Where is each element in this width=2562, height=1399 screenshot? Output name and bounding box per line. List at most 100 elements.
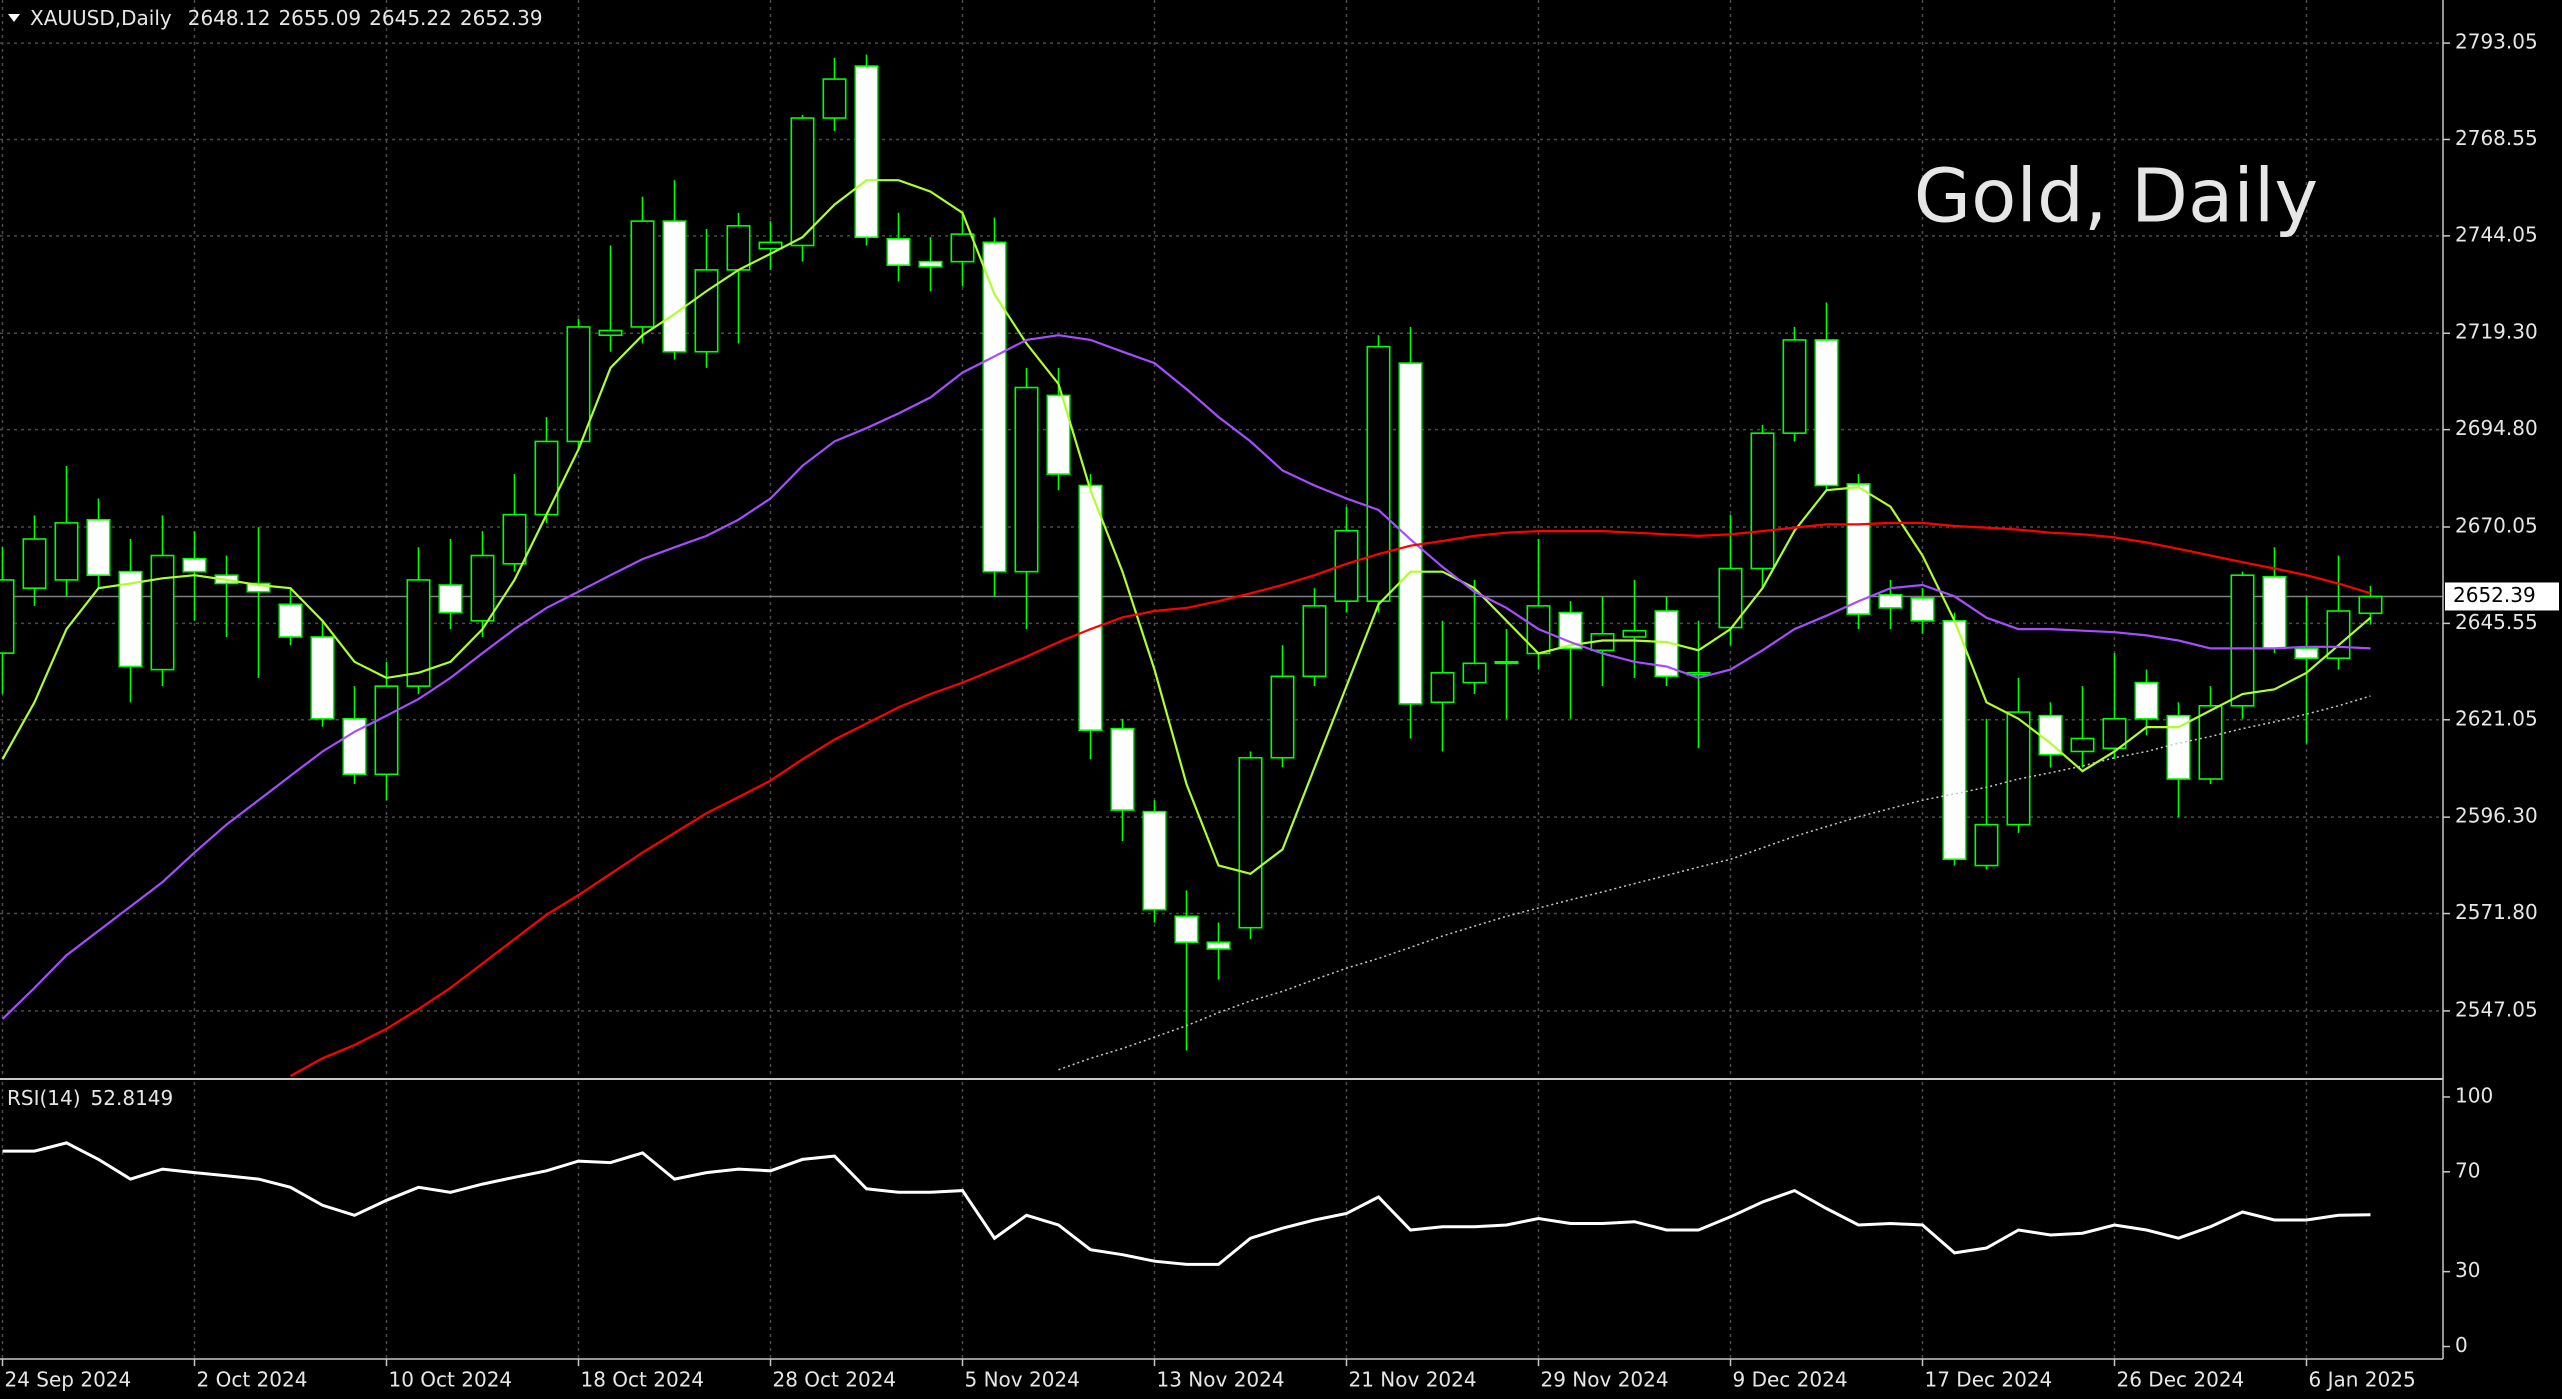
candle-body <box>822 78 847 119</box>
candle-body <box>790 117 815 247</box>
candle-body <box>1846 483 1871 615</box>
moving-average <box>289 521 2371 1077</box>
candle-body <box>886 238 911 266</box>
candle-body <box>374 685 399 776</box>
y-tick-label: 2596.30 <box>2455 804 2538 828</box>
candle-body <box>1142 810 1167 911</box>
candle-body <box>566 326 591 443</box>
rsi-pane <box>2 1141 2371 1266</box>
moving-average <box>1 334 2371 1020</box>
symbol: XAUUSD,Daily <box>30 6 172 30</box>
candle-body <box>1750 432 1775 570</box>
y-tick-label: 2768.55 <box>2455 126 2538 150</box>
y-tick-label: 2694.80 <box>2455 416 2538 440</box>
candle-body <box>1046 394 1071 475</box>
candle-body <box>950 233 975 263</box>
candle-body <box>1206 941 1231 950</box>
candle-body <box>1910 597 1935 622</box>
y-tick-label: 0 <box>2455 1333 2468 1357</box>
x-tick-label: 29 Nov 2024 <box>1541 1368 1669 1392</box>
y-tick-label: 2719.30 <box>2455 320 2538 344</box>
candle-body <box>2358 595 2383 615</box>
candle-body <box>1430 671 1455 704</box>
watermark: Gold, Daily <box>1914 154 2318 240</box>
candle-body <box>1302 605 1327 678</box>
candle-body <box>918 260 943 268</box>
x-tick-label: 28 Oct 2024 <box>773 1368 897 1392</box>
candle-body <box>982 241 1007 573</box>
x-tick-label: 9 Dec 2024 <box>1733 1368 1848 1392</box>
candle-body <box>86 518 111 576</box>
candle-body <box>694 269 719 353</box>
candle-body <box>2294 647 2319 660</box>
candle-body <box>470 554 495 622</box>
y-tick-label: 2793.05 <box>2455 30 2538 54</box>
candle-body <box>438 584 463 614</box>
rsi-label: RSI(14) <box>7 1086 81 1110</box>
candle-body <box>1398 362 1423 705</box>
candle-body <box>2198 705 2223 780</box>
candle-body <box>630 220 655 328</box>
candle-body <box>22 538 47 589</box>
menu-arrow <box>8 14 20 22</box>
candle-body <box>1814 339 1839 487</box>
candle-body <box>246 582 271 593</box>
candle-body <box>1334 529 1359 602</box>
candle-body <box>758 241 783 250</box>
candle-body <box>310 636 335 720</box>
candle-body <box>1238 756 1263 929</box>
candle-body <box>2230 574 2255 707</box>
y-tick-label: 2670.05 <box>2455 514 2538 538</box>
candle-body <box>662 220 687 353</box>
x-tick-label: 13 Nov 2024 <box>1157 1368 1285 1392</box>
axes: 24 Sep 2024 2 Oct 2024 10 Oct 2024 18 Oct 2… <box>1 30 2559 1392</box>
close-value: 2652.39 <box>460 6 543 30</box>
y-tick-label: 2571.80 <box>2455 900 2538 924</box>
rsi-value: 52.8149 <box>91 1086 174 1110</box>
x-tick-label: 17 Dec 2024 <box>1925 1368 2053 1392</box>
open-value: 2648.12 <box>188 6 271 30</box>
x-tick-label: 26 Dec 2024 <box>2117 1368 2245 1392</box>
high-value: 2655.09 <box>278 6 361 30</box>
price-pane <box>0 54 2443 1077</box>
moving-average <box>1058 695 2371 1071</box>
y-tick-label: 100 <box>2455 1083 2493 1107</box>
candle-body <box>1110 727 1135 811</box>
moving-average <box>1 179 2372 875</box>
candle-body <box>406 579 431 687</box>
candle-body <box>2006 711 2031 826</box>
candle-body <box>1366 345 1391 602</box>
candle-body <box>1878 594 1903 609</box>
x-tick-label: 18 Oct 2024 <box>581 1368 705 1392</box>
low-value: 2645.22 <box>369 6 452 30</box>
candle-body <box>1494 660 1519 665</box>
candle-body <box>342 717 367 776</box>
candle-body <box>1270 675 1295 759</box>
candle-body <box>2134 681 2159 720</box>
x-tick-label: 2 Oct 2024 <box>197 1368 308 1392</box>
candle-body <box>54 522 79 581</box>
y-tick-label: 2645.55 <box>2455 610 2538 634</box>
candle-body <box>2262 575 2287 650</box>
y-tick-label: 70 <box>2455 1158 2480 1182</box>
candle-body <box>1942 620 1967 861</box>
y-tick-label: 2744.05 <box>2455 222 2538 246</box>
y-tick-label: 2621.05 <box>2455 706 2538 730</box>
x-tick-label: 10 Oct 2024 <box>389 1368 513 1392</box>
candle-body <box>2102 717 2127 750</box>
header: XAUUSD,Daily 2648.12 2655.09 2645.22 2652.39 <box>30 6 543 30</box>
candle-body <box>1078 484 1103 732</box>
candle-body <box>1654 610 1679 678</box>
candle-body <box>598 329 623 337</box>
x-tick-label: 6 Jan 2025 <box>2309 1368 2416 1392</box>
candle-body <box>118 570 143 668</box>
rsi-line <box>2 1141 2371 1266</box>
candle-body <box>1974 823 1999 867</box>
candle-body <box>502 513 527 565</box>
y-tick-label: 30 <box>2455 1258 2480 1282</box>
candle-body <box>1174 915 1199 944</box>
candle-body <box>0 579 15 654</box>
candle-body <box>278 603 303 638</box>
